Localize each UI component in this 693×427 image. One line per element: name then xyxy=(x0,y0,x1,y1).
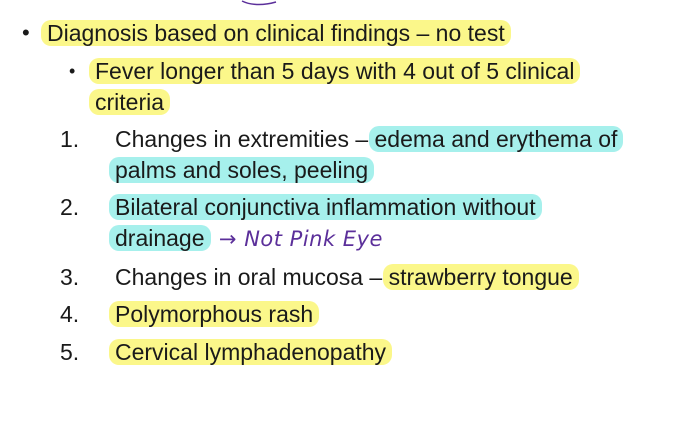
criterion-2-number: 2. xyxy=(60,194,80,220)
criterion-5-number: 5. xyxy=(60,339,80,365)
main-bullet-text: Diagnosis based on clinical findings – n… xyxy=(41,18,511,49)
handwritten-annotation: → Not Pink Eye xyxy=(218,227,383,251)
criterion-4-number: 4. xyxy=(60,301,80,327)
criterion-2-highlight-line2: drainage xyxy=(109,225,211,251)
sub-bullet-highlight-line2: criteria xyxy=(89,89,171,115)
criterion-5-highlight: Cervical lymphadenopathy xyxy=(109,339,393,365)
criterion-5-line: Cervical lymphadenopathy xyxy=(109,337,393,368)
ink-stroke-fragment xyxy=(241,0,277,6)
criterion-2-highlight-line1: Bilateral conjunctiva inflammation witho… xyxy=(109,194,542,220)
sub-bullet-line2: criteria xyxy=(89,87,171,118)
criterion-1-number: 1. xyxy=(60,126,80,152)
criterion-3-number: 3. xyxy=(60,264,80,290)
criterion-1-line1: Changes in extremities – edema and eryth… xyxy=(115,124,624,155)
criterion-3-plain: Changes in oral mucosa – xyxy=(115,264,389,290)
main-bullet-dot: • xyxy=(22,20,30,45)
main-bullet-highlight: Diagnosis based on clinical findings – n… xyxy=(41,20,511,46)
criterion-1-highlight-line1: edema and erythema of xyxy=(368,126,624,152)
criterion-1-highlight-line2: palms and soles, peeling xyxy=(109,157,375,183)
criterion-2-line1: Bilateral conjunctiva inflammation witho… xyxy=(109,192,542,223)
main-bullet-text-before: Diagnosis based on clinical findings xyxy=(47,20,417,46)
criterion-1-plain: Changes in extremities – xyxy=(115,126,375,152)
sub-bullet-highlight-line1: Fever longer than 5 days with 4 out of 5… xyxy=(89,58,581,84)
main-bullet-dash: – xyxy=(416,20,430,46)
criterion-3-highlight: strawberry tongue xyxy=(382,264,579,290)
criterion-3-line: Changes in oral mucosa – strawberry tong… xyxy=(115,262,579,293)
criterion-4-line: Polymorphous rash xyxy=(109,299,320,330)
criterion-4-highlight: Polymorphous rash xyxy=(109,301,320,327)
sub-bullet-line1: Fever longer than 5 days with 4 out of 5… xyxy=(89,56,581,87)
main-bullet-text-after: no test xyxy=(429,20,505,46)
sub-bullet-dot: • xyxy=(69,61,76,81)
criterion-2-line2: drainage → Not Pink Eye xyxy=(109,223,383,255)
criterion-1-line2: palms and soles, peeling xyxy=(109,155,375,186)
